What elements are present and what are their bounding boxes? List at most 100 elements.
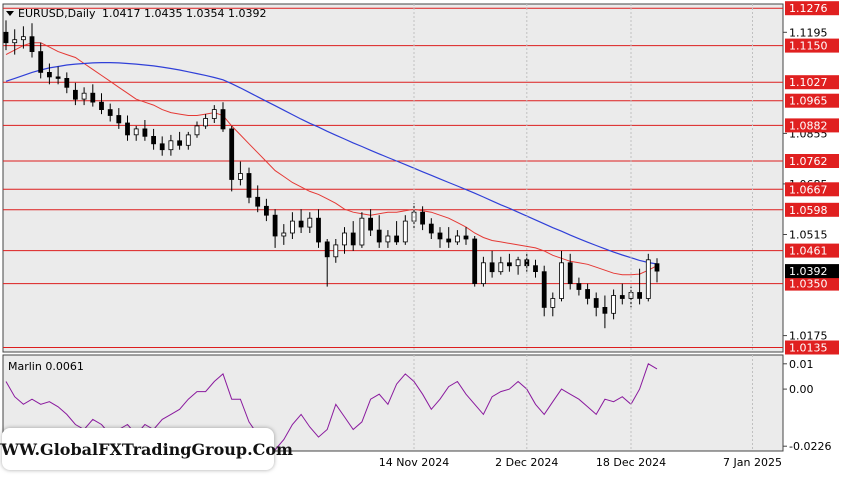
candle-body [428, 223, 434, 234]
level-label-box [785, 243, 839, 258]
candle-body [237, 173, 243, 180]
candle-body [142, 128, 148, 137]
level-label: 1.0598 [789, 204, 828, 217]
level-label: 1.0461 [789, 245, 828, 258]
current-price-box [785, 264, 839, 279]
level-label-box [785, 182, 839, 197]
candle-body [333, 244, 339, 258]
chart-symbol-label: EURUSD,Daily [18, 7, 96, 20]
candle-body [585, 289, 590, 299]
chart-menu-arrow-icon[interactable] [6, 11, 14, 16]
candle-body [55, 76, 61, 79]
current-price-label: 1.0392 [789, 265, 828, 278]
candle-body [316, 217, 321, 243]
candle-body [298, 220, 304, 228]
candle-body [272, 214, 278, 237]
level-label: 1.1276 [789, 2, 828, 15]
candle-body [229, 128, 235, 180]
osc-axis-label: -0.0226 [789, 440, 831, 453]
candle-body [533, 265, 538, 273]
level-label-box [785, 202, 839, 217]
candle-body [593, 298, 599, 308]
watermark-logo: WWW.GlobalFXTradingGroup.Com [0, 428, 293, 470]
level-label-box [785, 340, 839, 355]
candle-body [289, 220, 295, 234]
y-axis-label: 1.0175 [789, 330, 828, 343]
candle-body [3, 31, 9, 44]
level-label: 1.1150 [789, 40, 828, 53]
x-axis-label: 7 Jan 2025 [723, 456, 782, 469]
level-label-box [785, 38, 839, 53]
candle-body [619, 295, 625, 299]
candle-body [159, 143, 165, 151]
candle-body [602, 306, 608, 314]
level-label: 1.0762 [789, 155, 828, 168]
candle-body [220, 109, 226, 130]
candle-body [99, 101, 104, 110]
candle-body [73, 89, 78, 100]
candle-body [368, 217, 374, 231]
candle-body [480, 262, 486, 284]
level-label-box [785, 276, 839, 291]
candle-body [263, 205, 269, 216]
level-label: 1.0965 [789, 95, 828, 108]
candle-body [420, 211, 426, 225]
y-axis-label: 1.1195 [789, 26, 828, 39]
candle-body [394, 235, 400, 243]
level-label: 1.0350 [789, 278, 828, 291]
osc-axis-label: 0.01 [789, 358, 814, 371]
candle-body [255, 196, 261, 207]
candle-body [567, 262, 573, 284]
candle-body [20, 36, 26, 41]
level-label-box [785, 154, 839, 168]
candle-body [151, 135, 157, 145]
candle-body [402, 220, 408, 243]
candle-body [645, 259, 651, 299]
candle-body [47, 72, 52, 78]
candle-body [107, 109, 113, 116]
candle-body [12, 39, 18, 44]
level-label: 1.0667 [789, 183, 828, 196]
candle-body [29, 36, 35, 53]
candle-body [463, 235, 469, 240]
candle-body [203, 118, 209, 127]
candle-body [133, 128, 139, 136]
candle-body [64, 78, 70, 88]
candle-body [116, 115, 122, 124]
candle-body [611, 295, 616, 314]
candle-body [506, 262, 512, 267]
candle-body [498, 262, 504, 273]
candle-body [376, 229, 382, 243]
level-label-box [785, 93, 839, 108]
level-label: 1.0135 [789, 342, 828, 355]
candle-body [324, 241, 330, 258]
x-axis-label: 18 Dec 2024 [596, 456, 666, 469]
level-label: 1.0882 [789, 119, 828, 132]
chart-ohlc-label: 1.0417 1.0435 1.0354 1.0392 [102, 7, 266, 20]
level-label: 1.1027 [789, 76, 828, 89]
candle-body [168, 140, 174, 151]
candle-body [446, 238, 452, 243]
candle-body [385, 235, 391, 243]
candle-body [489, 262, 495, 273]
candle-body [550, 298, 556, 308]
candle-body [38, 51, 44, 73]
candle-body [90, 92, 96, 103]
candle-body [654, 263, 660, 272]
candle-body [185, 134, 191, 146]
level-label-box [785, 75, 839, 90]
candle-body [472, 238, 478, 284]
indicator-label: Marlin 0.0061 [8, 360, 84, 373]
candle-body [515, 259, 521, 267]
x-axis-label: 14 Nov 2024 [379, 456, 449, 469]
price-plot-area[interactable] [2, 3, 784, 353]
candle-body [437, 232, 443, 240]
candle-body [125, 122, 130, 136]
ma-fast-line [5, 42, 658, 276]
y-axis-label: 1.0515 [789, 229, 828, 242]
candle-body [350, 232, 356, 246]
candle-body [576, 283, 582, 290]
candle-body [81, 92, 87, 100]
